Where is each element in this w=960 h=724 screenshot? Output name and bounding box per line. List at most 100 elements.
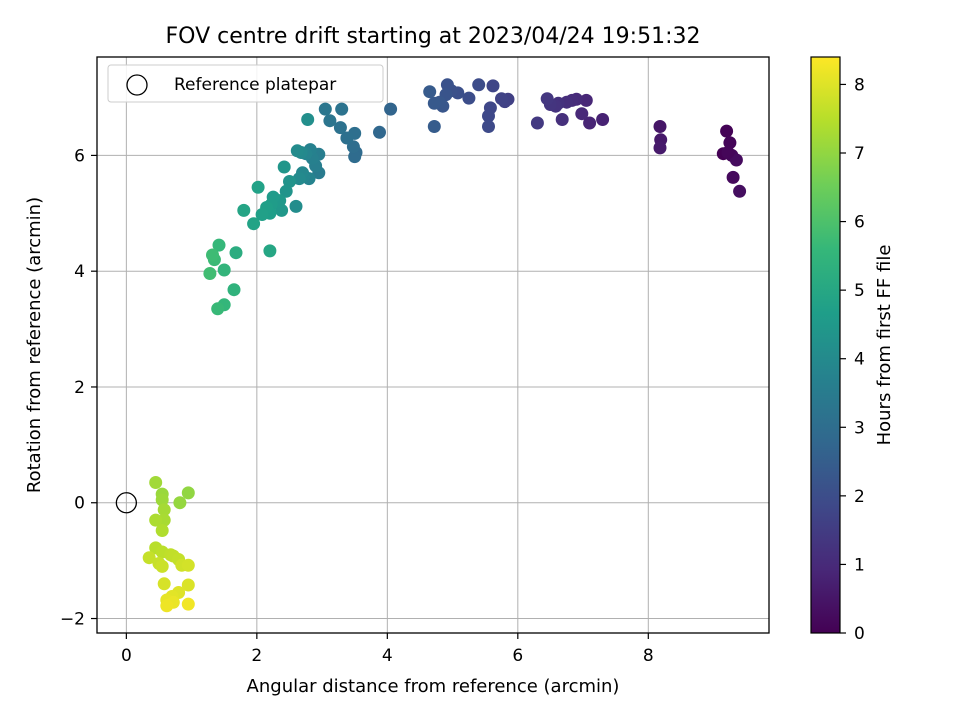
- colorbar-ticks: 0 1 2 3 4 5 6 7 8: [840, 75, 865, 644]
- reference-platepar-point: [115, 492, 138, 514]
- data-point: [275, 203, 289, 217]
- data-point: [229, 246, 243, 260]
- data-point: [575, 107, 589, 121]
- colorbar-tick-label: 8: [854, 75, 865, 95]
- data-point: [318, 102, 332, 116]
- y-tick-label: 2: [74, 378, 85, 398]
- y-tick-label: 0: [74, 494, 85, 514]
- colorbar-tick-label: 3: [854, 418, 865, 438]
- colorbar: 0 1 2 3 4 5 6 7 8 Hours from first FF file: [810, 56, 895, 644]
- data-point: [155, 559, 169, 573]
- data-point: [292, 172, 306, 186]
- data-point: [384, 102, 398, 116]
- data-point: [301, 113, 315, 126]
- data-point: [277, 160, 291, 174]
- data-point: [653, 120, 667, 133]
- data-point: [279, 184, 293, 198]
- data-point: [181, 486, 195, 500]
- data-point: [530, 116, 544, 130]
- data-point: [721, 146, 735, 159]
- data-point: [726, 170, 740, 184]
- colorbar-tick-label: 6: [854, 213, 865, 233]
- data-point: [427, 120, 441, 133]
- data-point: [217, 263, 231, 277]
- data-point: [482, 120, 495, 133]
- x-tick-label: 0: [121, 646, 132, 666]
- data-point: [340, 131, 354, 145]
- data-point: [555, 113, 569, 126]
- data-point: [237, 203, 251, 217]
- data-point: [149, 476, 163, 489]
- legend-marker-reference: [126, 74, 148, 96]
- data-point: [173, 496, 187, 510]
- data-point: [540, 92, 554, 106]
- data-point: [155, 524, 169, 537]
- y-tick-label: 6: [74, 146, 85, 166]
- data-point: [323, 114, 337, 128]
- data-point: [149, 513, 163, 527]
- data-point: [373, 125, 386, 139]
- data-point: [423, 85, 437, 99]
- data-point: [472, 78, 486, 92]
- data-point: [486, 79, 500, 93]
- data-point: [729, 153, 743, 167]
- legend-entry-reference: Reference platepar: [174, 75, 336, 95]
- data-point: [653, 141, 667, 155]
- data-point: [335, 102, 349, 116]
- data-point: [596, 113, 610, 126]
- data-point: [211, 302, 225, 316]
- data-point: [289, 199, 303, 213]
- x-tick-label: 4: [382, 646, 393, 666]
- legend: Reference platepar: [107, 64, 384, 103]
- data-point: [482, 109, 495, 123]
- x-tick-label: 6: [512, 646, 523, 666]
- data-point: [462, 91, 476, 105]
- data-point: [206, 248, 219, 262]
- colorbar-tick-label: 7: [854, 144, 865, 164]
- data-point: [348, 150, 362, 164]
- data-point: [160, 599, 174, 613]
- data-point: [283, 175, 296, 188]
- data-point: [733, 184, 747, 198]
- colorbar-tick-label: 0: [854, 624, 865, 644]
- data-point: [155, 493, 169, 507]
- data-point: [203, 267, 217, 280]
- colorbar-gradient: [810, 56, 841, 634]
- data-point: [251, 180, 265, 194]
- data-point: [157, 577, 171, 591]
- data-point: [583, 116, 597, 130]
- data-point: [290, 144, 304, 158]
- chart-title: FOV centre drift starting at 2023/04/24 …: [166, 24, 701, 49]
- colorbar-label: Hours from first FF file: [874, 245, 895, 446]
- data-point: [181, 578, 195, 592]
- data-point: [142, 551, 156, 565]
- x-tick-label: 2: [251, 646, 262, 666]
- y-axis-label: Rotation from reference (arcmin): [24, 197, 45, 493]
- colorbar-tick-label: 4: [854, 350, 865, 370]
- colorbar-tick-label: 1: [854, 555, 865, 575]
- data-point: [247, 217, 261, 231]
- data-point: [181, 558, 195, 572]
- data-point: [157, 503, 171, 517]
- data-point: [255, 208, 269, 221]
- data-points: [115, 78, 747, 613]
- data-point: [723, 136, 737, 150]
- data-point: [333, 121, 347, 135]
- data-point: [263, 244, 277, 258]
- x-axis-label: Angular distance from reference (arcmin): [247, 676, 620, 697]
- colorbar-tick-label: 5: [854, 281, 865, 301]
- legend-box: [107, 64, 384, 103]
- plot-frame: [96, 56, 770, 634]
- data-point: [212, 238, 226, 252]
- axis-ticks: 0 2 4 6 8 −2 0 2 4 6: [60, 146, 654, 666]
- y-tick-label: 4: [74, 262, 85, 282]
- x-tick-label: 8: [643, 646, 654, 666]
- grid: [97, 57, 769, 633]
- data-point: [720, 124, 734, 138]
- data-point: [440, 78, 454, 92]
- y-tick-label: −2: [60, 610, 85, 630]
- data-point: [227, 283, 241, 297]
- data-point: [427, 96, 441, 110]
